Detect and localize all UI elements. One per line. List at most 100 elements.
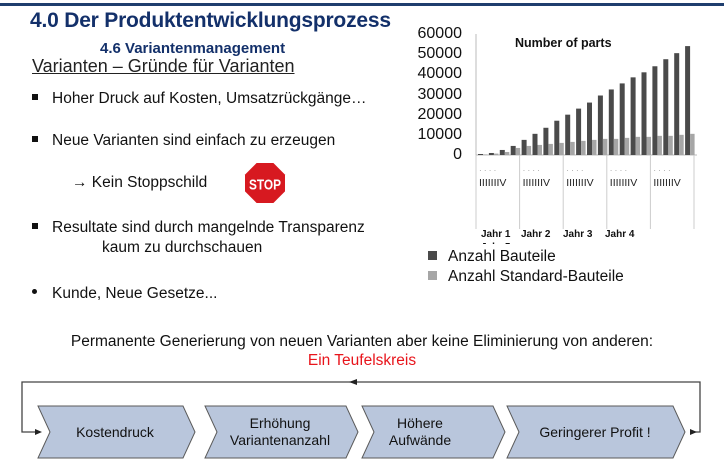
bar-anzahl-bauteile [652, 66, 658, 155]
bar-standard-bauteile [602, 138, 608, 155]
bar-anzahl-bauteile [478, 153, 483, 155]
bar-anzahl-bauteile [608, 89, 614, 155]
svg-text:· · · ·: · · · · [566, 166, 583, 175]
step-hoehere-aufwaende: Höhere Aufwände [388, 415, 452, 448]
bar-anzahl-bauteile [510, 145, 516, 155]
chevron-profit [506, 405, 686, 459]
quarter-tick-labels: IIIIIIIV [566, 177, 593, 189]
bar-standard-bauteile [690, 133, 695, 155]
vicious-circle-diagram [21, 379, 701, 459]
chevron-erhoehung [204, 405, 359, 459]
y-tick-label: 30000 [417, 85, 463, 103]
bar-standard-bauteile [504, 151, 510, 155]
quarter-tick-labels: IIIIIIIV [653, 177, 680, 189]
bar-standard-bauteile [679, 134, 684, 155]
year-label: Jahr 2 [521, 229, 551, 240]
feedback-arrow [21, 381, 701, 433]
bullet-no-stop-sign: → Kein Stoppschild [72, 174, 208, 191]
bar-anzahl-bauteile [597, 95, 603, 155]
slide-subtitle: 4.6 Variantenmanagement [100, 40, 286, 57]
bullet-easy-variants: Neue Varianten sind einfach zu erzeugen [32, 132, 335, 150]
step-geringerer-profit: Geringerer Profit ! [539, 423, 651, 440]
bar-anzahl-bauteile [663, 59, 669, 155]
bar-anzahl-bauteile [619, 83, 625, 155]
bar-anzahl-bauteile [674, 53, 680, 155]
y-axis-labels: 60000 50000 40000 30000 20000 10000 0 [405, 22, 463, 172]
bar-anzahl-bauteile [685, 46, 691, 155]
square-bullet-icon [32, 222, 38, 229]
chevron-aufwaende [361, 405, 506, 459]
step-kostendruck: Kostendruck [76, 423, 154, 440]
bar-standard-bauteile [624, 137, 630, 155]
square-bullet-icon [32, 135, 38, 142]
round-bullet-icon [32, 289, 37, 295]
bullet-transparency: Resultate sind durch mangelnde Transpare… [32, 219, 365, 237]
bar-standard-bauteile [646, 136, 651, 155]
chevron-kostendruck [37, 405, 196, 459]
y-tick-label: 0 [453, 146, 462, 163]
y-tick-label: 10000 [417, 125, 463, 143]
svg-text:· · · ·: · · · · [653, 166, 670, 175]
bar-anzahl-bauteile [543, 127, 549, 155]
svg-text:· · · ·: · · · · [479, 166, 496, 175]
bar-anzahl-bauteile [565, 114, 571, 155]
square-bullet-icon [32, 93, 38, 100]
bar-standard-bauteile [537, 144, 542, 155]
y-tick-label: 40000 [417, 65, 463, 83]
svg-text:· · · ·: · · · · [610, 166, 627, 175]
feedback-arrow-start-head [690, 429, 697, 435]
year-label: Jahr 3 [563, 229, 593, 240]
bar-anzahl-bauteile [554, 120, 560, 155]
feedback-arrow-end-head [35, 429, 42, 435]
section-heading: Varianten – Gründe für Varianten [32, 56, 295, 76]
bullet-transparency-continuation: kaum zu durchschauen [102, 239, 263, 256]
feedback-arrow-mid-head [349, 379, 357, 385]
bar-anzahl-bauteile [521, 139, 527, 155]
bar-anzahl-bauteile [641, 72, 647, 155]
quarter-tick-labels: IIIIIIIV [523, 177, 550, 189]
bar-standard-bauteile [657, 135, 662, 155]
quarter-tick-labels: IIIIIIIV [610, 177, 637, 189]
bar-anzahl-bauteile [630, 77, 636, 155]
bar-anzahl-bauteile [488, 152, 494, 155]
bar-standard-bauteile [613, 138, 619, 155]
bar-standard-bauteile [515, 147, 521, 155]
year-label: Jahr 4 [605, 229, 635, 240]
bar-standard-bauteile [581, 140, 586, 155]
chart-plot-area: IIIIIIIV · · · · IIIIIIIV · · · · IIIIIIIV · … [475, 34, 697, 244]
chart-legend: Anzahl Bauteile Anzahl Standard-Bauteile [428, 247, 624, 287]
svg-text:· · · ·: · · · · [523, 166, 540, 175]
bar-standard-bauteile [548, 143, 553, 155]
legend-item-bauteile: Anzahl Bauteile [428, 247, 624, 267]
bar-standard-bauteile [526, 145, 532, 155]
bar-anzahl-bauteile [576, 108, 582, 155]
parts-bar-chart: 60000 50000 40000 30000 20000 10000 0 IIIIIIIV… [405, 22, 724, 247]
bar-anzahl-bauteile [532, 133, 538, 155]
legend-swatch-dark [428, 251, 437, 261]
y-tick-label: 60000 [417, 25, 463, 42]
header-rule [0, 3, 724, 6]
bar-standard-bauteile [592, 139, 597, 155]
bar-anzahl-bauteile [587, 102, 592, 155]
step-erhoehung-variantenanzahl: Erhöhung Variantenanzahl [229, 415, 331, 448]
bar-standard-bauteile [493, 153, 499, 155]
bar-anzahl-bauteile [499, 149, 505, 155]
bar-standard-bauteile [570, 141, 575, 155]
y-tick-label: 50000 [417, 45, 463, 63]
year-label: Jahr 1 [481, 229, 511, 240]
legend-swatch-light [428, 271, 437, 281]
chart-title: Number of parts [515, 36, 612, 50]
bar-standard-bauteile [635, 136, 641, 155]
legend-item-standard-bauteile: Anzahl Standard-Bauteile [428, 267, 624, 287]
bar-standard-bauteile [483, 154, 488, 155]
y-tick-label: 20000 [417, 105, 463, 123]
bar-standard-bauteile [559, 142, 564, 155]
bullet-cost-pressure: Hoher Druck auf Kosten, Umsatzrückgänge… [32, 90, 366, 108]
bullet-customer-laws: Kunde, Neue Gesetze... [32, 285, 217, 303]
summary-text: Permanente Generierung von neuen Variant… [70, 333, 654, 350]
vicious-circle-label: Ein Teufelskreis [307, 352, 417, 369]
year-label: Jahr 5 [481, 242, 511, 244]
stop-sign-icon: STOP [243, 161, 287, 205]
slide-title: 4.0 Der Produktentwicklungsprozess [30, 9, 391, 32]
svg-text:STOP: STOP [249, 177, 281, 194]
